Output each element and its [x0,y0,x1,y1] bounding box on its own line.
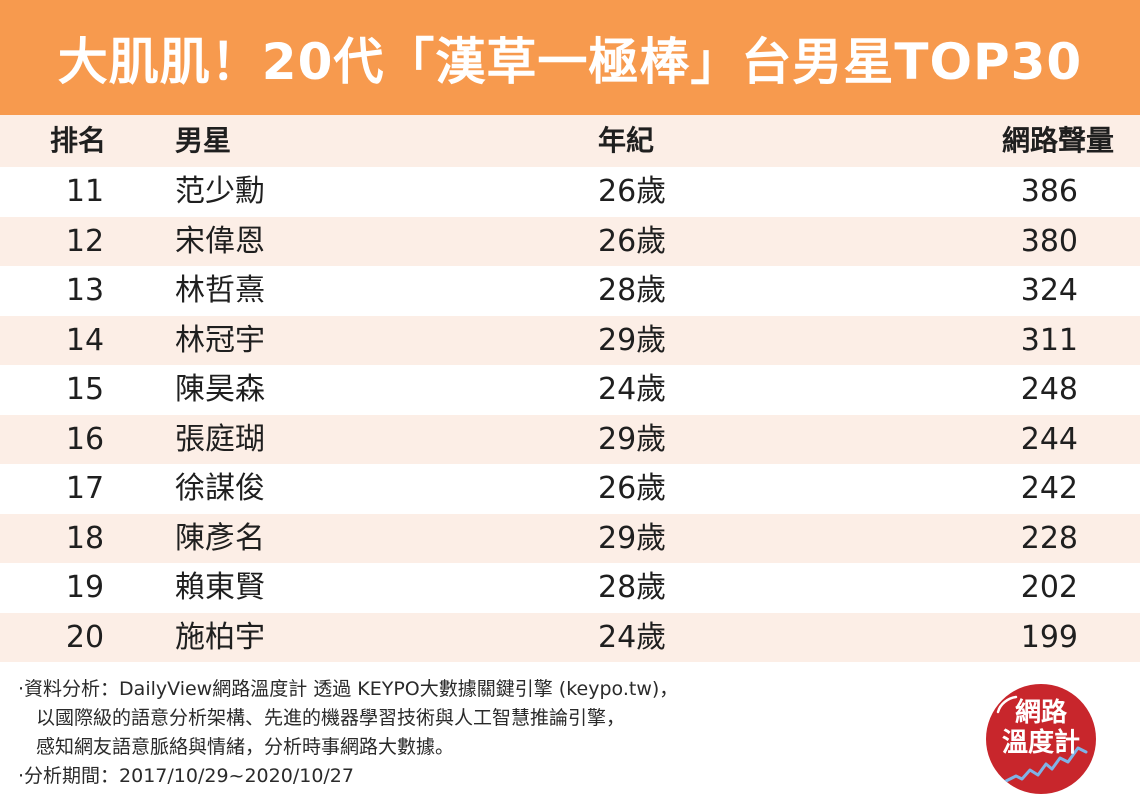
buzz-cell: 242 [1020,471,1078,506]
dailyview-logo: 網路 溫度計 [986,684,1096,794]
age-cell: 28歲 [598,273,667,308]
table-row: 15 陳昊森 24歲 248 [0,365,1140,415]
age-cell: 26歲 [598,174,667,209]
name-cell: 張庭瑚 [175,421,265,457]
name-cell: 施柏宇 [175,619,265,655]
buzz-cell: 248 [1020,372,1078,407]
name-cell: 賴東賢 [175,570,265,605]
table-header: 排名 男星 年紀 網路聲量 [0,115,1140,167]
buzz-cell: 311 [1020,322,1078,358]
column-header-name: 男星 [175,124,232,157]
rank-cell: 17 [65,471,105,506]
column-header-buzz: 網路聲量 [1001,124,1114,157]
name-cell: 范少勳 [175,174,265,209]
name-cell: 陳彥名 [175,520,265,556]
ranking-table-body: 11 范少勳 26歲 386 12 宋偉恩 26歲 380 13 林哲熹 28歲… [0,167,1140,662]
buzz-cell: 244 [1020,421,1078,457]
page-title: 大肌肌！20代「漢草一極棒」台男星TOP30 [57,32,1083,91]
table-row: 19 賴東賢 28歲 202 [0,563,1140,613]
rank-cell: 20 [65,619,105,655]
table-row: 16 張庭瑚 29歲 244 [0,414,1140,464]
table-row: 12 宋偉恩 26歲 380 [0,216,1140,266]
source-note-line: ‧資料分析：DailyView網路溫度計 透過 KEYPO大數據關鍵引擎 (ke… [18,678,679,700]
name-cell: 林冠宇 [175,322,265,358]
page-header: 大肌肌！20代「漢草一極棒」台男星TOP30 [0,0,1140,115]
buzz-cell: 202 [1020,570,1078,605]
age-cell: 24歲 [598,619,667,655]
age-cell: 26歲 [598,471,667,506]
table-row: 13 林哲熹 28歲 324 [0,266,1140,316]
rank-cell: 16 [65,421,105,457]
source-notes: ‧資料分析：DailyView網路溫度計 透過 KEYPO大數據關鍵引擎 (ke… [18,675,918,791]
age-cell: 29歲 [598,322,667,358]
rank-cell: 12 [65,223,105,259]
table-row: 18 陳彥名 29歲 228 [0,513,1140,563]
buzz-cell: 228 [1020,520,1078,556]
source-note-line: 感知網友語意脈絡與情緒，分析時事網路大數據。 [36,736,455,758]
wave-line-icon [996,695,1088,783]
table-row: 14 林冠宇 29歲 311 [0,315,1140,365]
rank-cell: 14 [65,322,105,358]
table-row: 11 范少勳 26歲 386 [0,167,1140,217]
source-note-line: 以國際級的語意分析架構、先進的機器學習技術與人工智慧推論引擎， [36,707,626,729]
rank-cell: 18 [65,520,105,556]
rank-cell: 19 [65,570,105,605]
rank-cell: 11 [65,174,105,209]
logo-text: 溫度計 [1001,728,1080,758]
logo-text: 網路 [1014,698,1067,728]
name-cell: 徐謀俊 [175,471,265,506]
table-row: 17 徐謀俊 26歲 242 [0,464,1140,514]
age-cell: 28歲 [598,570,667,605]
buzz-cell: 380 [1020,223,1078,259]
column-header-rank: 排名 [50,124,107,157]
name-cell: 林哲熹 [175,273,265,308]
age-cell: 29歲 [598,520,667,556]
column-header-age: 年紀 [598,124,655,157]
rank-cell: 15 [65,372,105,407]
rank-cell: 13 [65,273,105,308]
buzz-cell: 324 [1020,273,1078,308]
analysis-period: ‧分析期間：2017/10/29~2020/10/27 [18,765,354,787]
buzz-cell: 199 [1020,619,1078,655]
age-cell: 29歲 [598,421,667,457]
age-cell: 24歲 [598,372,667,407]
name-cell: 宋偉恩 [175,223,265,259]
age-cell: 26歲 [598,223,667,259]
name-cell: 陳昊森 [175,372,265,407]
table-row: 20 施柏宇 24歲 199 [0,612,1140,662]
buzz-cell: 386 [1020,174,1078,209]
